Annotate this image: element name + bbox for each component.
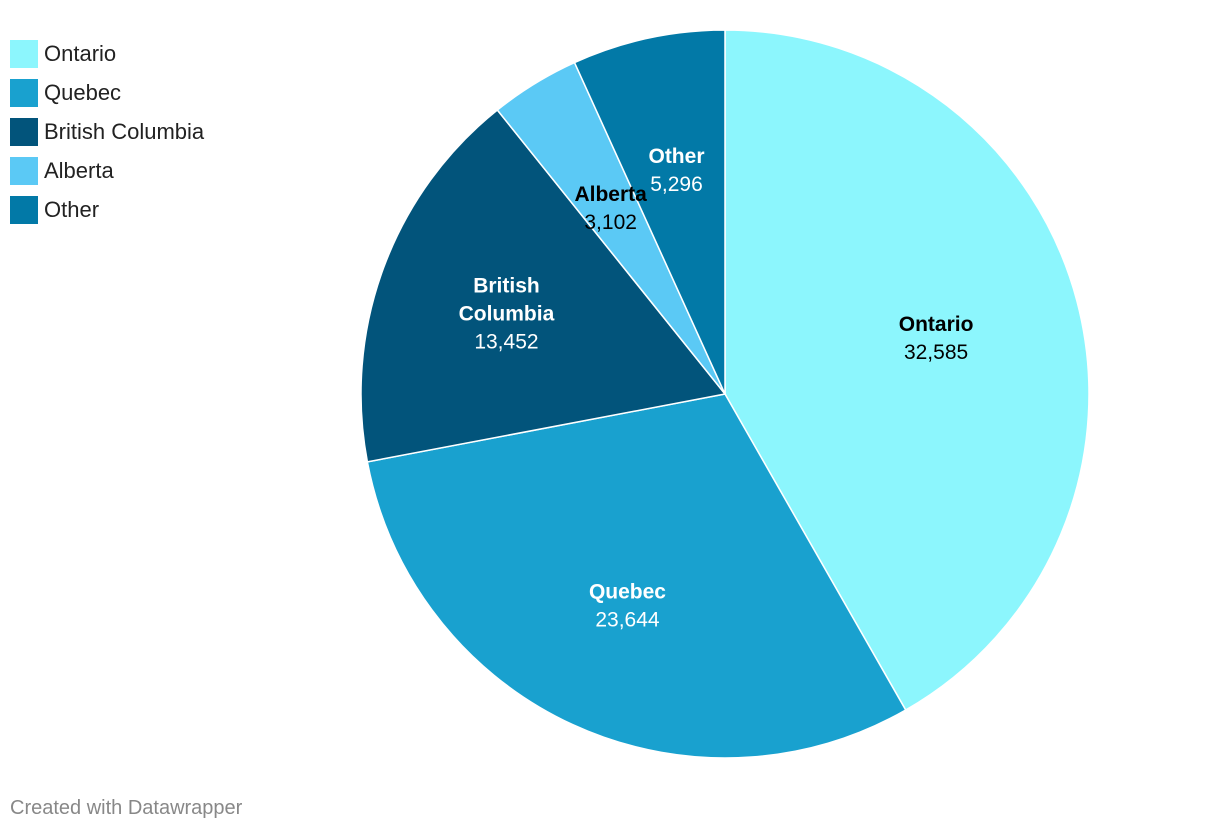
pie-slice-ontario <box>724 29 1090 712</box>
chart-legend: Ontario Quebec British Columbia Alberta Othe… <box>10 40 204 235</box>
legend-label-quebec: Quebec <box>44 80 122 105</box>
legend-item-alberta: Alberta <box>10 157 204 185</box>
slice-label-value-british-columbia: 13,452 <box>474 330 538 353</box>
slice-label-quebec: Quebec 23,644 <box>589 581 666 632</box>
slice-label-alberta: Alberta 3,102 <box>574 183 647 234</box>
legend-swatch-other <box>10 196 38 224</box>
slice-label-name-ontario: Ontario <box>899 313 974 336</box>
legend-swatch-alberta <box>10 157 38 185</box>
footer-credit: Created with Datawrapper <box>10 797 243 819</box>
slice-label-ontario: Ontario 32,585 <box>899 313 974 364</box>
legend-item-quebec: Quebec <box>10 79 204 107</box>
slice-label-value-alberta: 3,102 <box>584 211 637 234</box>
legend-label-british-columbia: British Columbia <box>44 119 205 144</box>
legend-swatch-british-columbia <box>10 118 38 146</box>
legend-swatch-quebec <box>10 79 38 107</box>
legend-item-ontario: Ontario <box>10 40 204 68</box>
pie-slice-quebec <box>366 393 907 759</box>
legend-item-other: Other <box>10 196 204 224</box>
slice-label-name-quebec: Quebec <box>589 581 666 604</box>
slice-label-name-other: Other <box>648 145 704 168</box>
legend-label-ontario: Ontario <box>44 41 117 66</box>
legend-label-other: Other <box>44 197 100 222</box>
legend-swatch-ontario <box>10 40 38 68</box>
slice-label-name-alberta: Alberta <box>574 183 647 206</box>
slice-label-name-british-columbia: British Columbia <box>459 274 555 325</box>
slice-label-other: Other 5,296 <box>648 145 704 196</box>
legend-label-alberta: Alberta <box>44 158 114 183</box>
legend-item-british-columbia: British Columbia <box>10 118 204 146</box>
slice-label-value-quebec: 23,644 <box>595 609 660 632</box>
pie-slice-british-columbia <box>360 108 727 463</box>
pie-slice-other <box>573 29 726 395</box>
slice-label-british-columbia: British Columbia 13,452 <box>459 274 555 353</box>
slice-label-value-ontario: 32,585 <box>904 341 968 364</box>
slice-label-value-other: 5,296 <box>650 173 703 196</box>
